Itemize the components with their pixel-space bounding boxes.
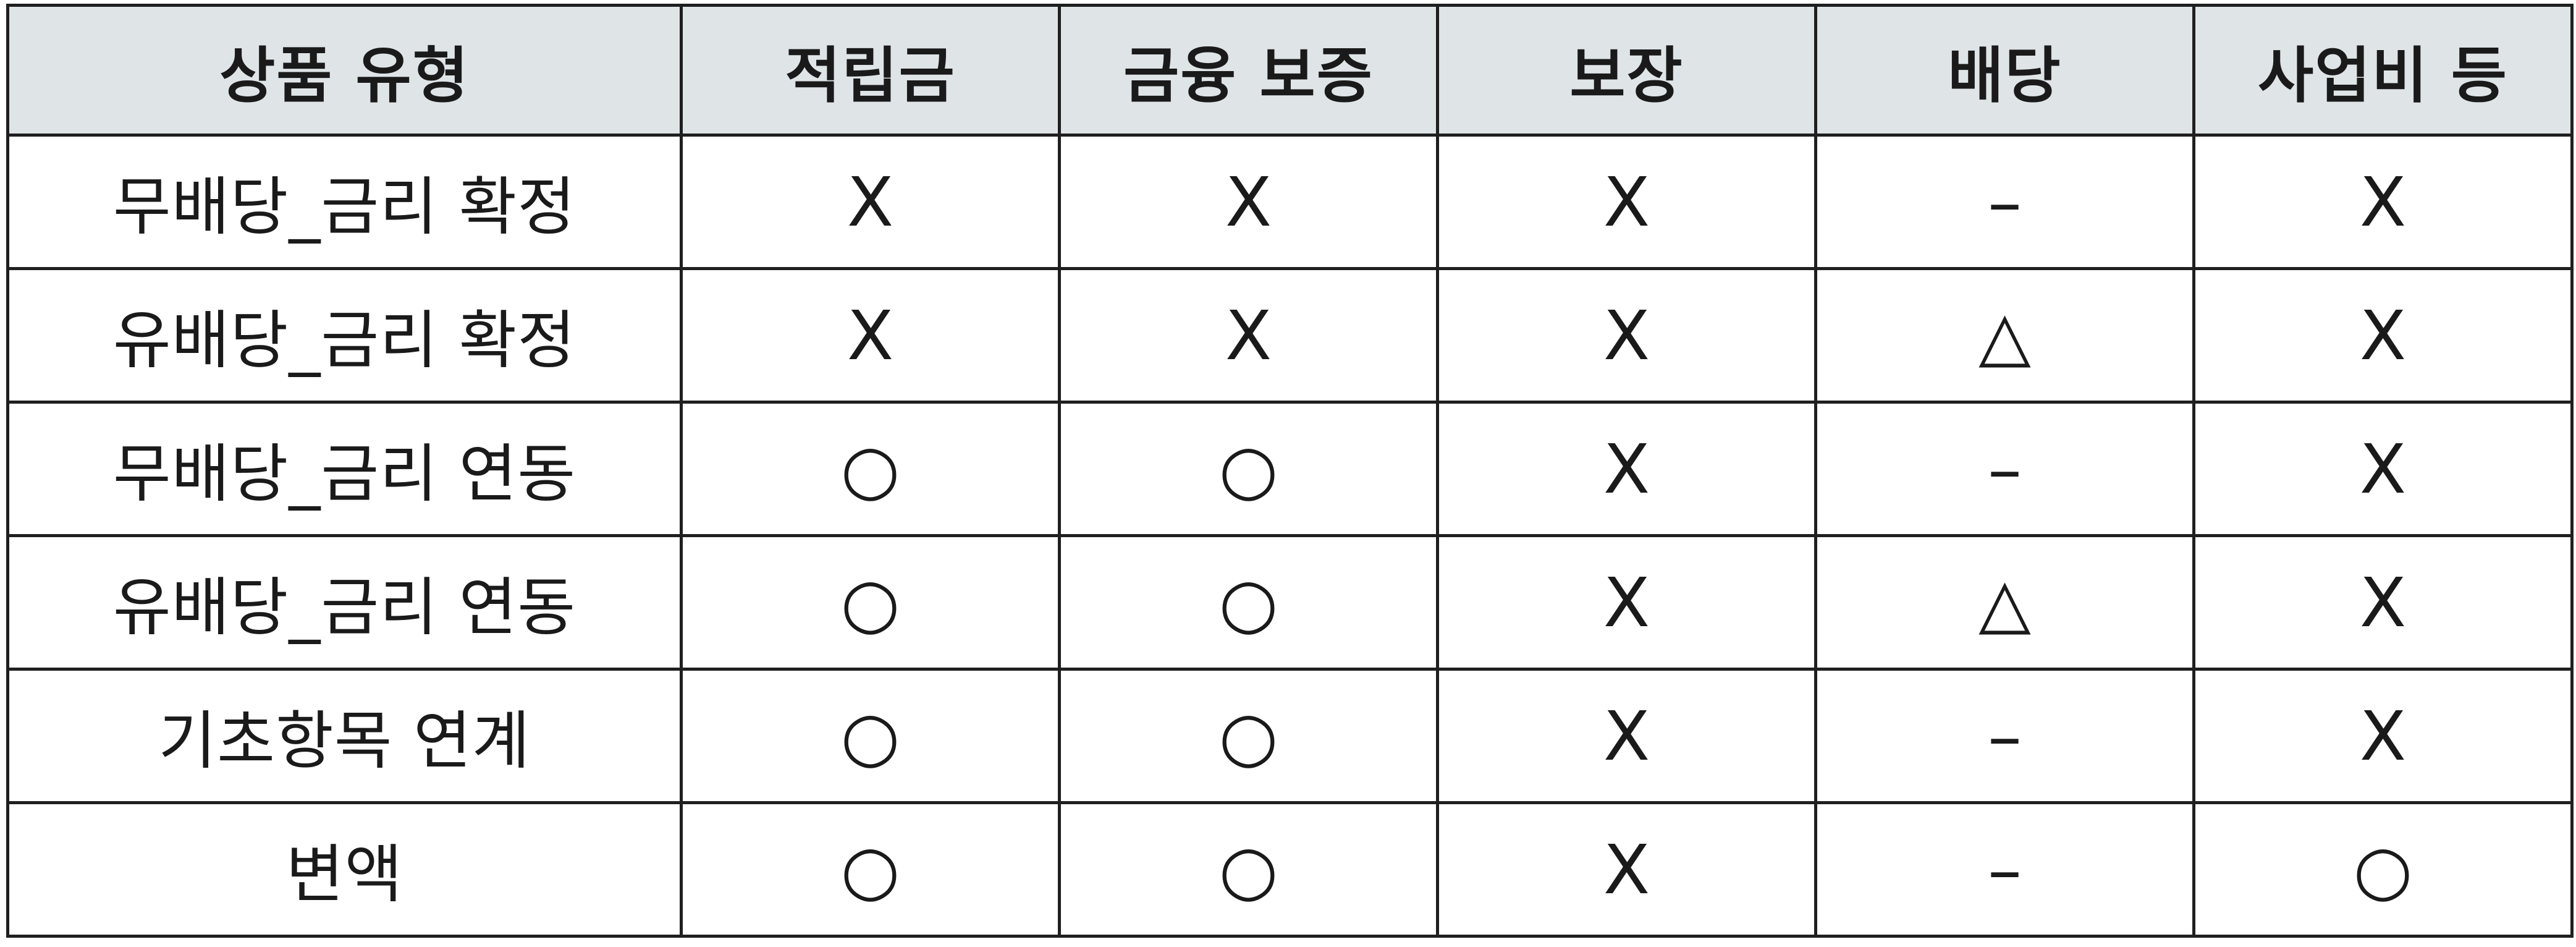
cell-dividend: – xyxy=(1814,668,2195,804)
cell-expenses: ○ xyxy=(2192,801,2574,938)
cell-coverage: X xyxy=(1436,401,1817,537)
mark-symbol: ○ xyxy=(1218,830,1278,909)
mark-symbol: ○ xyxy=(2353,830,2413,909)
product-type-table-container: 상품 유형 적립금 금융 보증 보장 배당 사업비 등 무배당_금리 확정 X … xyxy=(6,4,2574,938)
mark-symbol: – xyxy=(1988,162,2022,242)
cell-expenses: X xyxy=(2192,534,2574,671)
cell-expenses: X xyxy=(2192,668,2574,804)
table-row: 유배당_금리 확정 X X X △ X xyxy=(6,267,2574,404)
table-row: 유배당_금리 연동 ○ ○ X △ X xyxy=(6,534,2574,671)
mark-symbol: X xyxy=(1225,162,1272,242)
mark-symbol: – xyxy=(1988,429,2022,509)
mark-symbol: X xyxy=(2359,696,2407,776)
header-financial-guarantee: 금융 보증 xyxy=(1058,4,1439,137)
row-product-type: 유배당_금리 연동 xyxy=(6,534,683,671)
mark-symbol: △ xyxy=(1978,563,2031,642)
cell-expenses: X xyxy=(2192,401,2574,537)
mark-symbol: ○ xyxy=(840,563,900,642)
cell-financial-guarantee: X xyxy=(1058,134,1439,270)
row-product-type: 유배당_금리 확정 xyxy=(6,267,683,404)
mark-symbol: ○ xyxy=(840,830,900,909)
cell-reserve: ○ xyxy=(680,801,1061,938)
mark-symbol: X xyxy=(1603,162,1650,242)
cell-dividend: – xyxy=(1814,801,2195,938)
product-type-table: 상품 유형 적립금 금융 보증 보장 배당 사업비 등 무배당_금리 확정 X … xyxy=(6,4,2574,938)
mark-symbol: ○ xyxy=(840,429,900,509)
mark-symbol: X xyxy=(847,162,894,242)
cell-financial-guarantee: X xyxy=(1058,267,1439,404)
cell-dividend: △ xyxy=(1814,534,2195,671)
mark-symbol: – xyxy=(1988,696,2022,776)
mark-symbol: X xyxy=(2359,563,2407,642)
mark-symbol: X xyxy=(1603,696,1650,776)
mark-symbol: X xyxy=(1603,830,1650,909)
cell-dividend: – xyxy=(1814,401,2195,537)
mark-symbol: X xyxy=(2359,295,2407,375)
mark-symbol: X xyxy=(1225,295,1272,375)
cell-expenses: X xyxy=(2192,134,2574,270)
cell-reserve: ○ xyxy=(680,668,1061,804)
header-dividend: 배당 xyxy=(1814,4,2195,137)
mark-symbol: △ xyxy=(1978,295,2031,375)
cell-reserve: ○ xyxy=(680,401,1061,537)
cell-financial-guarantee: ○ xyxy=(1058,534,1439,671)
cell-coverage: X xyxy=(1436,134,1817,270)
cell-reserve: X xyxy=(680,267,1061,404)
mark-symbol: X xyxy=(2359,162,2407,242)
table-row: 무배당_금리 확정 X X X – X xyxy=(6,134,2574,270)
table-row: 기초항목 연계 ○ ○ X – X xyxy=(6,668,2574,804)
cell-financial-guarantee: ○ xyxy=(1058,401,1439,537)
row-product-type: 변액 xyxy=(6,801,683,938)
cell-reserve: ○ xyxy=(680,534,1061,671)
mark-symbol: ○ xyxy=(1218,563,1278,642)
cell-financial-guarantee: ○ xyxy=(1058,668,1439,804)
mark-symbol: ○ xyxy=(840,696,900,776)
row-product-type: 무배당_금리 확정 xyxy=(6,134,683,270)
mark-symbol: X xyxy=(1603,295,1650,375)
mark-symbol: ○ xyxy=(1218,429,1278,509)
cell-financial-guarantee: ○ xyxy=(1058,801,1439,938)
row-product-type: 기초항목 연계 xyxy=(6,668,683,804)
header-reserve: 적립금 xyxy=(680,4,1061,137)
table-header-row: 상품 유형 적립금 금융 보증 보장 배당 사업비 등 xyxy=(6,4,2574,137)
table-row: 무배당_금리 연동 ○ ○ X – X xyxy=(6,401,2574,537)
header-expenses: 사업비 등 xyxy=(2192,4,2574,137)
mark-symbol: X xyxy=(2359,429,2407,509)
cell-coverage: X xyxy=(1436,801,1817,938)
cell-expenses: X xyxy=(2192,267,2574,404)
cell-dividend: △ xyxy=(1814,267,2195,404)
mark-symbol: ○ xyxy=(1218,696,1278,776)
header-coverage: 보장 xyxy=(1436,4,1817,137)
table-row: 변액 ○ ○ X – ○ xyxy=(6,801,2574,938)
cell-coverage: X xyxy=(1436,267,1817,404)
cell-reserve: X xyxy=(680,134,1061,270)
cell-coverage: X xyxy=(1436,534,1817,671)
mark-symbol: – xyxy=(1988,830,2022,909)
cell-coverage: X xyxy=(1436,668,1817,804)
mark-symbol: X xyxy=(1603,563,1650,642)
row-product-type: 무배당_금리 연동 xyxy=(6,401,683,537)
cell-dividend: – xyxy=(1814,134,2195,270)
mark-symbol: X xyxy=(847,295,894,375)
header-product-type: 상품 유형 xyxy=(6,4,683,137)
mark-symbol: X xyxy=(1603,429,1650,509)
